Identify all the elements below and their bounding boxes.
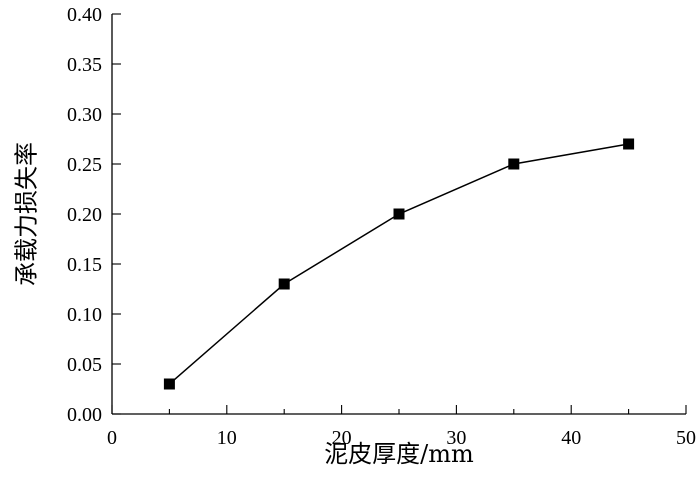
y-tick-label: 0.35	[67, 54, 102, 76]
x-tick-label: 20	[332, 427, 352, 449]
x-axis-title: 泥皮厚度/mm	[324, 440, 474, 468]
x-tick-label: 50	[676, 427, 696, 449]
y-tick-label: 0.25	[67, 154, 102, 176]
x-tick-label: 30	[446, 427, 466, 449]
data-point-marker	[508, 158, 520, 170]
series-line	[168, 143, 629, 385]
tick-marks	[111, 13, 687, 415]
x-tick-label: 0	[107, 427, 117, 449]
y-tick-label: 0.15	[67, 254, 102, 276]
data-point-marker	[623, 138, 635, 150]
y-tick-label: 0.20	[67, 204, 102, 226]
x-tick-label: 10	[217, 427, 237, 449]
y-tick-label: 0.30	[67, 104, 102, 126]
y-tick-label: 0.05	[67, 354, 102, 376]
data-point-marker	[278, 278, 290, 290]
y-axis-title: 承载力损失率	[13, 142, 41, 286]
data-series	[163, 138, 635, 390]
x-tick-label: 40	[561, 427, 581, 449]
data-point-marker	[163, 378, 175, 390]
y-tick-label: 0.10	[67, 304, 102, 326]
y-tick-label: 0.40	[67, 4, 102, 26]
data-point-marker	[393, 208, 405, 220]
y-tick-label: 0.00	[67, 404, 102, 426]
tick-labels: 0 10 20 30 40 50 0.00 0.05 0.10 0.15 0.20 0.25 0.30 0…	[67, 4, 696, 449]
